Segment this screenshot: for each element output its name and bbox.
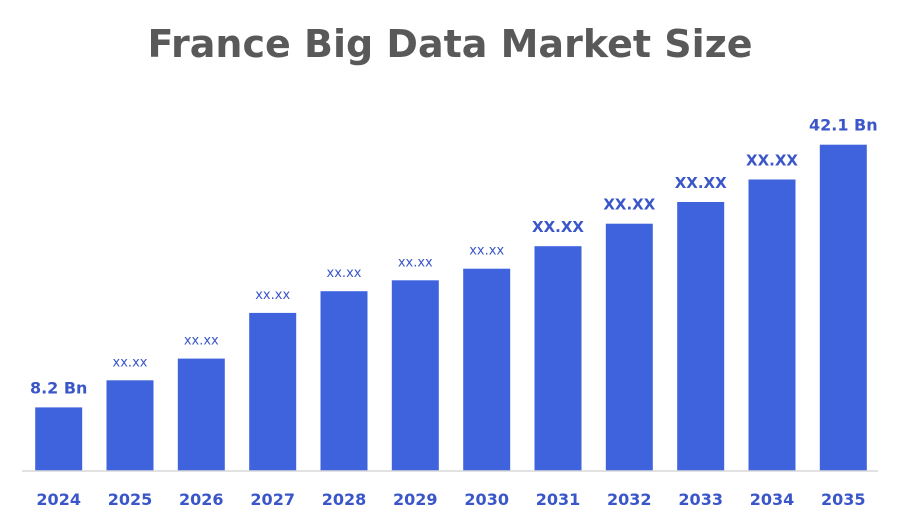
data-label-2026: xx.xx <box>184 334 219 349</box>
bar-2024 <box>35 407 83 471</box>
bar-2028 <box>320 291 368 471</box>
bar-2030 <box>463 268 511 471</box>
data-label-2029: xx.xx <box>398 255 433 270</box>
data-label-2033: XX.XX <box>675 174 727 192</box>
x-tick-2031: 2031 <box>536 490 581 509</box>
x-tick-2033: 2033 <box>678 490 723 509</box>
data-label-2025: xx.xx <box>113 355 148 370</box>
x-tick-2025: 2025 <box>108 490 153 509</box>
x-tick-2034: 2034 <box>750 490 795 509</box>
bar-2034 <box>748 179 796 471</box>
bar-2029 <box>391 280 439 471</box>
x-tick-2028: 2028 <box>322 490 367 509</box>
bar-2035 <box>819 144 867 471</box>
value-labels-group: 8.2 Bn xx.xx xx.xx xx.xx xx.xx xx.xx xx.xx XX.X… <box>30 116 878 398</box>
x-tick-2030: 2030 <box>464 490 509 509</box>
data-label-2034: XX.XX <box>746 152 798 170</box>
x-tick-labels-group: 2024 2025 2026 2027 2028 2029 2030 2031 2032 2033… <box>36 490 865 509</box>
x-tick-2032: 2032 <box>607 490 652 509</box>
data-label-2035: 42.1 Bn <box>809 116 878 135</box>
chart-title: France Big Data Market Size <box>147 22 753 66</box>
data-label-2024: 8.2 Bn <box>30 378 88 397</box>
bar-2033 <box>677 202 725 471</box>
x-tick-2027: 2027 <box>250 490 295 509</box>
bar-2027 <box>249 312 297 471</box>
x-tick-2024: 2024 <box>36 490 81 509</box>
bar-2025 <box>106 380 154 471</box>
data-label-2028: xx.xx <box>327 266 362 281</box>
x-tick-2026: 2026 <box>179 490 224 509</box>
x-tick-2029: 2029 <box>393 490 438 509</box>
bar-2032 <box>605 223 653 471</box>
data-label-2027: xx.xx <box>255 288 290 303</box>
bar-2031 <box>534 246 582 471</box>
bar-2026 <box>177 358 225 471</box>
data-label-2032: XX.XX <box>603 196 655 214</box>
x-tick-2035: 2035 <box>821 490 866 509</box>
bars-group <box>35 144 867 471</box>
data-label-2031: XX.XX <box>532 218 584 236</box>
data-label-2030: xx.xx <box>469 244 504 259</box>
